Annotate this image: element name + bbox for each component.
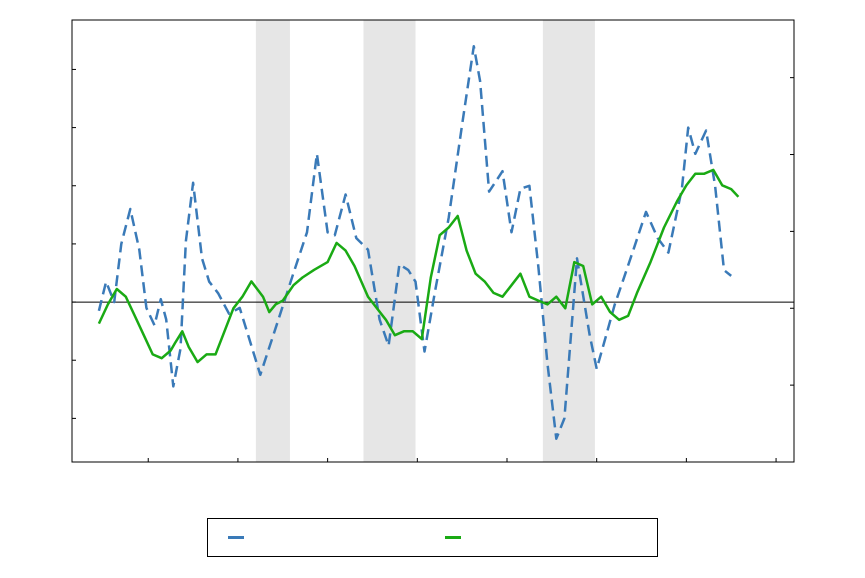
recession-band-1 [255, 20, 290, 462]
legend-item-series-2 [445, 519, 469, 556]
legend [207, 518, 658, 557]
series-line-2 [97, 168, 740, 364]
recession-bands [255, 20, 595, 462]
series-lines [97, 44, 740, 440]
series-line-1 [97, 44, 732, 440]
recession-band-3 [542, 20, 595, 462]
legend-swatch-series-2 [445, 536, 461, 539]
legend-swatch-series-1 [228, 536, 244, 539]
recession-band-2 [363, 20, 416, 462]
axes [71, 19, 795, 463]
legend-item-series-1 [228, 519, 252, 556]
plot-frame [71, 19, 795, 463]
